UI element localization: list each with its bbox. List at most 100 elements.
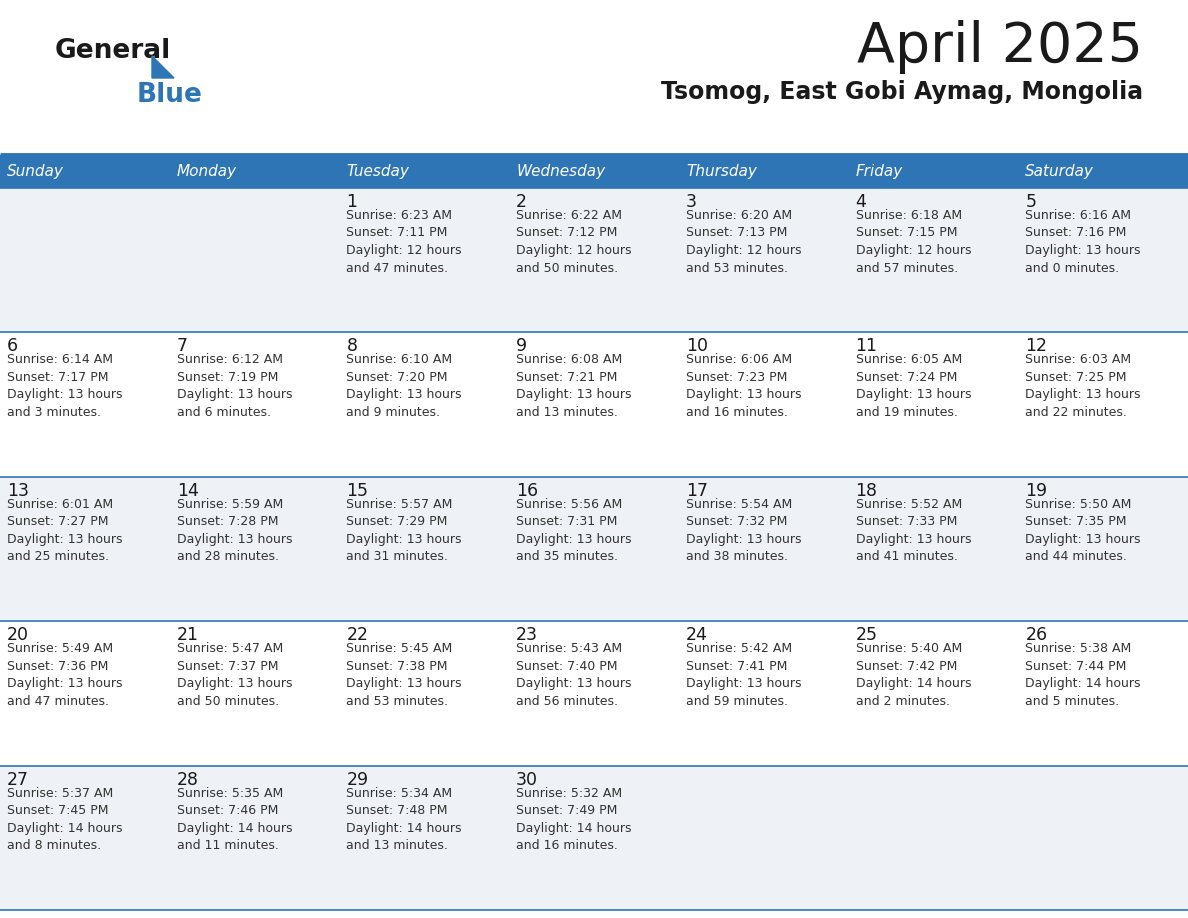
- Bar: [510, 332, 678, 476]
- Bar: [0, 155, 170, 188]
- Bar: [0, 188, 170, 332]
- Text: 29: 29: [347, 770, 368, 789]
- Text: 14: 14: [177, 482, 198, 499]
- Text: Sunrise: 6:23 AM
Sunset: 7:11 PM
Daylight: 12 hours
and 47 minutes.: Sunrise: 6:23 AM Sunset: 7:11 PM Dayligh…: [347, 209, 462, 274]
- Text: 22: 22: [347, 626, 368, 644]
- Text: Sunrise: 6:22 AM
Sunset: 7:12 PM
Daylight: 12 hours
and 50 minutes.: Sunrise: 6:22 AM Sunset: 7:12 PM Dayligh…: [516, 209, 632, 274]
- Text: Sunrise: 5:56 AM
Sunset: 7:31 PM
Daylight: 13 hours
and 35 minutes.: Sunrise: 5:56 AM Sunset: 7:31 PM Dayligh…: [516, 498, 632, 564]
- Text: 5: 5: [1025, 193, 1036, 211]
- Text: 9: 9: [516, 338, 527, 355]
- Text: 18: 18: [855, 482, 878, 499]
- Bar: [678, 188, 848, 332]
- Bar: [510, 766, 678, 910]
- Text: Sunrise: 6:10 AM
Sunset: 7:20 PM
Daylight: 13 hours
and 9 minutes.: Sunrise: 6:10 AM Sunset: 7:20 PM Dayligh…: [347, 353, 462, 419]
- Text: Sunrise: 6:16 AM
Sunset: 7:16 PM
Daylight: 13 hours
and 0 minutes.: Sunrise: 6:16 AM Sunset: 7:16 PM Dayligh…: [1025, 209, 1140, 274]
- Text: Sunrise: 5:32 AM
Sunset: 7:49 PM
Daylight: 14 hours
and 16 minutes.: Sunrise: 5:32 AM Sunset: 7:49 PM Dayligh…: [516, 787, 632, 852]
- Text: Sunrise: 6:06 AM
Sunset: 7:23 PM
Daylight: 13 hours
and 16 minutes.: Sunrise: 6:06 AM Sunset: 7:23 PM Dayligh…: [685, 353, 802, 419]
- Text: 7: 7: [177, 338, 188, 355]
- Bar: [170, 332, 340, 476]
- Bar: [848, 155, 1018, 188]
- Bar: [0, 332, 170, 476]
- Text: 2: 2: [516, 193, 527, 211]
- Text: Sunrise: 6:18 AM
Sunset: 7:15 PM
Daylight: 12 hours
and 57 minutes.: Sunrise: 6:18 AM Sunset: 7:15 PM Dayligh…: [855, 209, 971, 274]
- Text: 25: 25: [855, 626, 878, 644]
- Bar: [1018, 188, 1188, 332]
- Bar: [848, 621, 1018, 766]
- Text: Sunrise: 5:59 AM
Sunset: 7:28 PM
Daylight: 13 hours
and 28 minutes.: Sunrise: 5:59 AM Sunset: 7:28 PM Dayligh…: [177, 498, 292, 564]
- Bar: [1018, 621, 1188, 766]
- Text: Sunrise: 5:42 AM
Sunset: 7:41 PM
Daylight: 13 hours
and 59 minutes.: Sunrise: 5:42 AM Sunset: 7:41 PM Dayligh…: [685, 643, 802, 708]
- Text: Sunrise: 5:37 AM
Sunset: 7:45 PM
Daylight: 14 hours
and 8 minutes.: Sunrise: 5:37 AM Sunset: 7:45 PM Dayligh…: [7, 787, 122, 852]
- Text: Tuesday: Tuesday: [347, 164, 410, 179]
- Text: 1: 1: [347, 193, 358, 211]
- Bar: [1018, 332, 1188, 476]
- Bar: [1018, 155, 1188, 188]
- Bar: [170, 188, 340, 332]
- Text: 10: 10: [685, 338, 708, 355]
- Text: Sunrise: 6:14 AM
Sunset: 7:17 PM
Daylight: 13 hours
and 3 minutes.: Sunrise: 6:14 AM Sunset: 7:17 PM Dayligh…: [7, 353, 122, 419]
- Text: Sunrise: 5:38 AM
Sunset: 7:44 PM
Daylight: 14 hours
and 5 minutes.: Sunrise: 5:38 AM Sunset: 7:44 PM Dayligh…: [1025, 643, 1140, 708]
- Text: Sunrise: 6:12 AM
Sunset: 7:19 PM
Daylight: 13 hours
and 6 minutes.: Sunrise: 6:12 AM Sunset: 7:19 PM Dayligh…: [177, 353, 292, 419]
- Text: Thursday: Thursday: [685, 164, 757, 179]
- Text: Sunrise: 6:20 AM
Sunset: 7:13 PM
Daylight: 12 hours
and 53 minutes.: Sunrise: 6:20 AM Sunset: 7:13 PM Dayligh…: [685, 209, 802, 274]
- Bar: [340, 332, 510, 476]
- Text: 19: 19: [1025, 482, 1048, 499]
- Text: Monday: Monday: [177, 164, 236, 179]
- Text: Sunrise: 6:01 AM
Sunset: 7:27 PM
Daylight: 13 hours
and 25 minutes.: Sunrise: 6:01 AM Sunset: 7:27 PM Dayligh…: [7, 498, 122, 564]
- Text: General: General: [55, 38, 171, 64]
- Bar: [0, 766, 170, 910]
- Text: 28: 28: [177, 770, 198, 789]
- Text: Friday: Friday: [855, 164, 903, 179]
- Bar: [1018, 476, 1188, 621]
- Bar: [848, 476, 1018, 621]
- Text: Sunday: Sunday: [7, 164, 64, 179]
- Bar: [678, 155, 848, 188]
- Text: 24: 24: [685, 626, 708, 644]
- Bar: [510, 155, 678, 188]
- Text: Sunrise: 5:52 AM
Sunset: 7:33 PM
Daylight: 13 hours
and 41 minutes.: Sunrise: 5:52 AM Sunset: 7:33 PM Dayligh…: [855, 498, 971, 564]
- Text: 15: 15: [347, 482, 368, 499]
- Text: Sunrise: 5:43 AM
Sunset: 7:40 PM
Daylight: 13 hours
and 56 minutes.: Sunrise: 5:43 AM Sunset: 7:40 PM Dayligh…: [516, 643, 632, 708]
- Bar: [848, 766, 1018, 910]
- Text: 30: 30: [516, 770, 538, 789]
- Bar: [0, 621, 170, 766]
- Text: 23: 23: [516, 626, 538, 644]
- Text: 17: 17: [685, 482, 708, 499]
- Text: Sunrise: 5:57 AM
Sunset: 7:29 PM
Daylight: 13 hours
and 31 minutes.: Sunrise: 5:57 AM Sunset: 7:29 PM Dayligh…: [347, 498, 462, 564]
- Bar: [678, 766, 848, 910]
- Bar: [510, 476, 678, 621]
- Bar: [848, 332, 1018, 476]
- Text: 21: 21: [177, 626, 198, 644]
- Text: 6: 6: [7, 338, 18, 355]
- Bar: [848, 188, 1018, 332]
- Bar: [170, 621, 340, 766]
- Bar: [170, 766, 340, 910]
- Text: Sunrise: 5:45 AM
Sunset: 7:38 PM
Daylight: 13 hours
and 53 minutes.: Sunrise: 5:45 AM Sunset: 7:38 PM Dayligh…: [347, 643, 462, 708]
- Text: 4: 4: [855, 193, 866, 211]
- Text: Tsomog, East Gobi Aymag, Mongolia: Tsomog, East Gobi Aymag, Mongolia: [661, 80, 1143, 104]
- Bar: [678, 476, 848, 621]
- Text: Wednesday: Wednesday: [516, 164, 605, 179]
- Text: Sunrise: 5:49 AM
Sunset: 7:36 PM
Daylight: 13 hours
and 47 minutes.: Sunrise: 5:49 AM Sunset: 7:36 PM Dayligh…: [7, 643, 122, 708]
- Bar: [170, 476, 340, 621]
- Bar: [510, 188, 678, 332]
- Bar: [340, 766, 510, 910]
- Text: 13: 13: [7, 482, 29, 499]
- Text: Sunrise: 6:05 AM
Sunset: 7:24 PM
Daylight: 13 hours
and 19 minutes.: Sunrise: 6:05 AM Sunset: 7:24 PM Dayligh…: [855, 353, 971, 419]
- Text: Sunrise: 5:54 AM
Sunset: 7:32 PM
Daylight: 13 hours
and 38 minutes.: Sunrise: 5:54 AM Sunset: 7:32 PM Dayligh…: [685, 498, 802, 564]
- Bar: [340, 476, 510, 621]
- Text: Blue: Blue: [137, 82, 203, 108]
- Text: Sunrise: 5:47 AM
Sunset: 7:37 PM
Daylight: 13 hours
and 50 minutes.: Sunrise: 5:47 AM Sunset: 7:37 PM Dayligh…: [177, 643, 292, 708]
- Text: 8: 8: [347, 338, 358, 355]
- Text: 26: 26: [1025, 626, 1048, 644]
- Text: Sunrise: 5:35 AM
Sunset: 7:46 PM
Daylight: 14 hours
and 11 minutes.: Sunrise: 5:35 AM Sunset: 7:46 PM Dayligh…: [177, 787, 292, 852]
- Text: 20: 20: [7, 626, 29, 644]
- Text: Sunrise: 5:34 AM
Sunset: 7:48 PM
Daylight: 14 hours
and 13 minutes.: Sunrise: 5:34 AM Sunset: 7:48 PM Dayligh…: [347, 787, 462, 852]
- Text: Sunrise: 6:08 AM
Sunset: 7:21 PM
Daylight: 13 hours
and 13 minutes.: Sunrise: 6:08 AM Sunset: 7:21 PM Dayligh…: [516, 353, 632, 419]
- Bar: [340, 188, 510, 332]
- Bar: [510, 621, 678, 766]
- Polygon shape: [152, 56, 173, 78]
- Text: Sunrise: 5:40 AM
Sunset: 7:42 PM
Daylight: 14 hours
and 2 minutes.: Sunrise: 5:40 AM Sunset: 7:42 PM Dayligh…: [855, 643, 971, 708]
- Bar: [170, 155, 340, 188]
- Text: 12: 12: [1025, 338, 1048, 355]
